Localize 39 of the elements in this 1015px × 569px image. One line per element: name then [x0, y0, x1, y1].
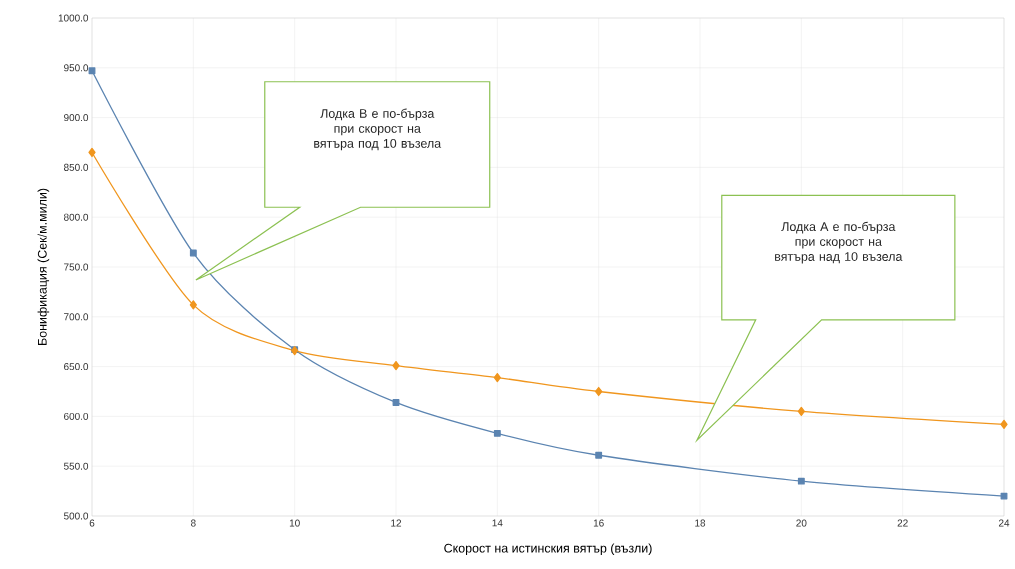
- point: [797, 406, 805, 417]
- point: [595, 386, 603, 397]
- annotation: Лодка В е по-бърза при скорост на вятъра под 10 възела: [314, 108, 442, 151]
- point: [88, 147, 96, 158]
- point: [189, 300, 197, 310]
- y-tick-label: 550.0: [63, 462, 89, 470]
- y-tick-label: 900.0: [64, 114, 89, 122]
- point: [88, 67, 96, 75]
- point: [493, 372, 501, 383]
- x-tick-label: 14: [492, 519, 503, 527]
- point: [797, 477, 805, 485]
- y-tick-label: 750.0: [64, 263, 89, 271]
- point: [1000, 492, 1008, 500]
- x-tick-label: 24: [998, 519, 1010, 527]
- point: [189, 249, 197, 257]
- point: [595, 451, 603, 459]
- y-tick-label: 600.0: [64, 412, 89, 420]
- x-tick-label: 12: [391, 519, 402, 527]
- y-tick-label: 850.0: [63, 163, 89, 171]
- x-axis-title: Скорост на истинския вятър (възли): [444, 543, 652, 556]
- x-tick-label: 18: [695, 519, 706, 527]
- x-tick-label: 16: [593, 519, 604, 527]
- x-tick-label: 22: [897, 519, 908, 527]
- y-tick-label: 950.0: [64, 64, 89, 72]
- x-tick-label: 20: [796, 519, 807, 527]
- y-tick-label: 500.0: [63, 512, 89, 520]
- x-tick-label: 6: [89, 519, 95, 527]
- y-tick-label: 650.0: [64, 363, 89, 371]
- point: [1000, 419, 1008, 429]
- y-axis-title: Бонификация (Сек/м.мили): [37, 188, 50, 345]
- y-tick-label: 800.0: [63, 213, 89, 221]
- x-tick-label: 10: [289, 519, 300, 527]
- point: [392, 399, 400, 406]
- y-tick-label: 700.0: [64, 313, 89, 321]
- point: [392, 360, 400, 371]
- annotation: Лодка А е по-бърза при скорост на вятъра над 10 възела: [775, 221, 903, 264]
- x-tick-label: 8: [191, 519, 196, 527]
- point: [493, 429, 501, 437]
- y-tick-label: 1000.0: [58, 14, 89, 22]
